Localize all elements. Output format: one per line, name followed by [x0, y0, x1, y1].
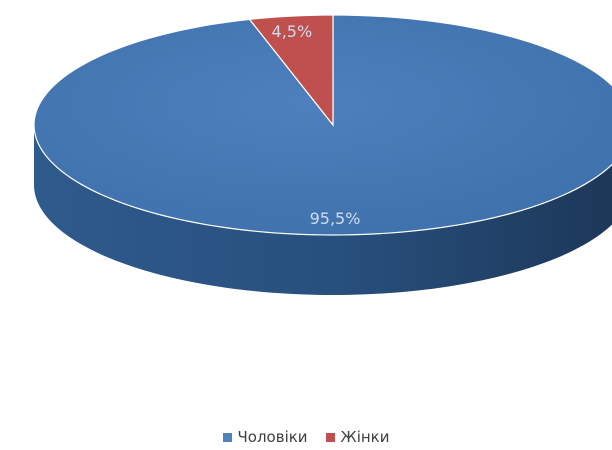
- legend: Чоловіки Жінки: [0, 428, 612, 446]
- legend-item-zhinky: Жінки: [325, 428, 390, 446]
- legend-label-cholovik: Чоловіки: [237, 428, 308, 446]
- data-labels: 95,5% 4,5%: [272, 22, 361, 228]
- pie-top-face: [33, 14, 612, 236]
- pie-plot: 95,5% 4,5%: [33, 14, 612, 295]
- legend-swatch-cholovik: [222, 432, 232, 442]
- pie-slice-1: [248, 14, 334, 127]
- pie-slice-0: [33, 14, 612, 236]
- data-label-1: 4,5%: [272, 22, 313, 41]
- data-label-0: 95,5%: [310, 209, 361, 228]
- legend-swatch-zhinky: [325, 432, 335, 442]
- side-wall-0: [34, 125, 612, 295]
- pie-side-wall: [34, 125, 612, 295]
- legend-item-cholovik: Чоловіки: [222, 428, 308, 446]
- legend-label-zhinky: Жінки: [340, 428, 390, 446]
